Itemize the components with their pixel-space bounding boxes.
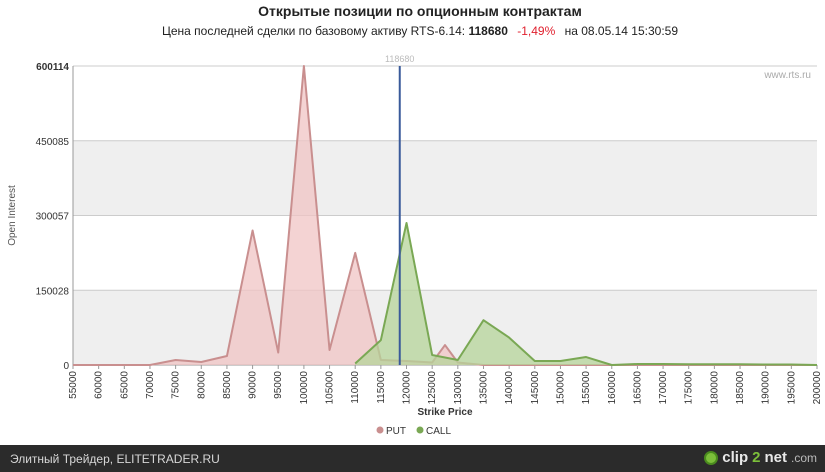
date-prefix: на xyxy=(564,24,578,38)
x-tick-label: 150000 xyxy=(555,371,566,405)
x-tick-label: 160000 xyxy=(607,371,618,405)
x-tick-label: 95000 xyxy=(273,371,284,399)
last-price: 118680 xyxy=(468,24,508,38)
x-tick-label: 125000 xyxy=(427,371,438,405)
series-line-call xyxy=(354,222,818,366)
footer-bar: Элитный Трейдер, ELITETRADER.RU clip 2 net… xyxy=(0,445,825,472)
x-axis-title: Strike Price xyxy=(417,407,472,418)
x-tick-label: 55000 xyxy=(68,371,79,399)
plot-band xyxy=(73,140,817,216)
x-tick-label: 140000 xyxy=(504,371,515,405)
x-tick-label: 145000 xyxy=(530,371,541,405)
x-tick-label: 155000 xyxy=(581,371,592,405)
series-area-put xyxy=(73,66,817,365)
y-tick-label: 150028 xyxy=(36,286,70,297)
clip2net-logo: clip 2 net .com xyxy=(704,449,817,466)
x-tick-label: 170000 xyxy=(658,371,669,405)
x-tick-label: 190000 xyxy=(761,371,772,405)
x-tick-label: 75000 xyxy=(171,371,182,399)
x-tick-label: 90000 xyxy=(248,371,259,399)
watermark: www.rts.ru xyxy=(763,70,811,81)
y-tick-label: 450085 xyxy=(36,137,70,148)
reference-line-label: 118680 xyxy=(385,54,414,64)
x-tick-label: 70000 xyxy=(145,371,156,399)
x-tick-label: 115000 xyxy=(376,371,387,404)
x-tick-label: 120000 xyxy=(402,371,413,405)
x-tick-label: 110000 xyxy=(350,371,361,404)
brand-suffix: net xyxy=(764,449,787,466)
subtitle-prefix: Цена последней сделки по базовому активу… xyxy=(161,24,466,38)
x-tick-label: 80000 xyxy=(196,371,207,399)
chart-svg: 0 150028 300057 450085 600114 55000 60000 65000… xyxy=(7,54,823,437)
x-tick-label: 175000 xyxy=(684,371,695,405)
series-area-call xyxy=(355,223,817,365)
brand-prefix: clip xyxy=(722,449,749,466)
brand-tld: .com xyxy=(790,450,817,465)
x-tick-label: 200000 xyxy=(812,371,823,405)
x-tick-label: 165000 xyxy=(632,371,643,405)
x-tick-label: 105000 xyxy=(325,371,336,405)
chart-subtitle: Цена последней сделки по базовому активу… xyxy=(0,24,825,38)
x-tick-label: 185000 xyxy=(735,371,746,405)
legend-label-call: CALL xyxy=(426,426,451,437)
x-tick-label: 180000 xyxy=(709,371,720,405)
chart-title: Открытые позиции по опционным контрактам xyxy=(258,3,582,19)
x-tick-label: 65000 xyxy=(119,371,130,399)
footer-source-text: Элитный Трейдер, ELITETRADER.RU xyxy=(10,452,220,466)
legend-marker-call xyxy=(416,426,424,434)
datetime: 08.05.14 15:30:59 xyxy=(581,24,679,38)
y-tick-label: 0 xyxy=(63,361,69,372)
legend-marker-put xyxy=(376,426,384,434)
x-tick-label: 130000 xyxy=(453,371,464,405)
x-tick-label: 60000 xyxy=(94,371,105,399)
x-tick-label: 85000 xyxy=(222,371,233,399)
clip2net-logo-icon xyxy=(704,450,719,465)
brand-two: 2 xyxy=(752,449,761,466)
y-tick-label: 300057 xyxy=(36,212,70,223)
x-tick-label: 195000 xyxy=(786,371,797,405)
price-change: -1,49% xyxy=(517,24,556,38)
x-tick-label: 135000 xyxy=(478,371,489,405)
legend-label-put: PUT xyxy=(386,426,406,437)
y-tick-label: 600114 xyxy=(36,62,69,73)
x-tick-label: 100000 xyxy=(299,371,310,405)
y-axis-title: Open Interest xyxy=(7,185,18,246)
